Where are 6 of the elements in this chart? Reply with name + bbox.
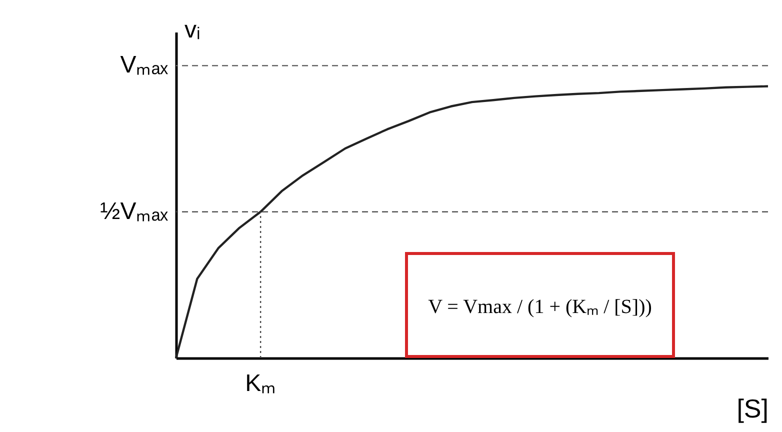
annotation: Kₘ (245, 370, 276, 397)
x-axis-title: [S] (736, 394, 768, 424)
y-axis-title: vᵢ (184, 16, 200, 44)
formula-box: V = Vmax / (1 + (Kₘ / [S])) (405, 252, 675, 358)
ref-line-label: Vₘₐₓ (120, 52, 168, 79)
ref-line-label: ½Vₘₐₓ (100, 198, 168, 225)
